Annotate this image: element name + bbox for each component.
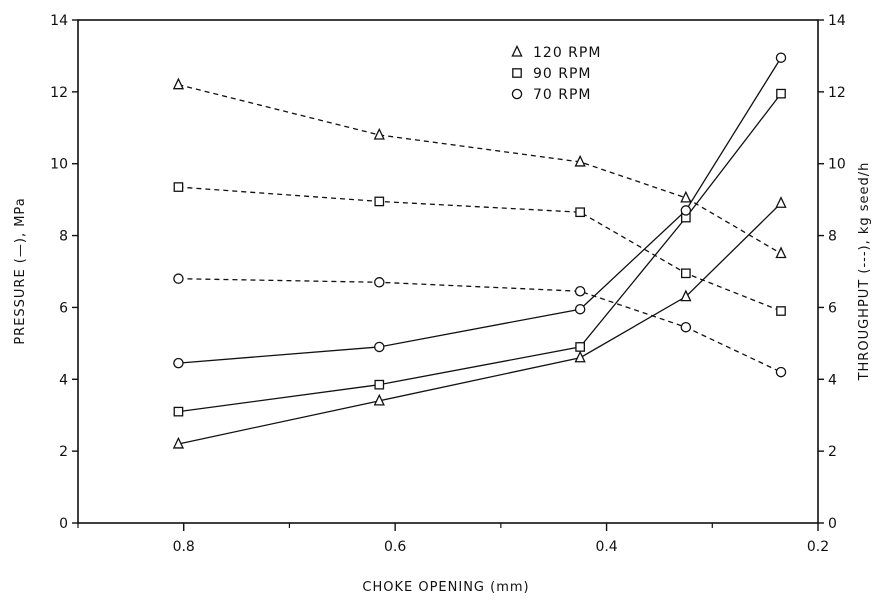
plot-border	[77, 19, 819, 524]
square-marker	[173, 182, 184, 192]
square-marker	[374, 379, 385, 390]
y-right-tick-label: 8	[828, 229, 837, 245]
y-right-tick-label: 4	[828, 372, 837, 388]
square-marker	[575, 342, 585, 352]
triangle-marker	[775, 196, 787, 208]
square-marker	[681, 268, 691, 279]
triangle-marker	[574, 350, 586, 363]
series-line	[178, 202, 782, 445]
legend: 120 RPM 90 RPM 70 RPM	[511, 44, 601, 103]
square-marker	[575, 207, 585, 218]
y-right-tick-label: 14	[828, 13, 846, 29]
y-left-tick-label: 4	[59, 372, 68, 388]
circle-marker	[173, 273, 184, 284]
y-right-tick-label: 2	[828, 444, 837, 460]
triangle-marker	[574, 154, 586, 167]
series-throughput-triangle	[172, 77, 787, 259]
y-right-tick-label: 6	[828, 300, 837, 316]
x-tick-label: 0.4	[595, 539, 617, 555]
triangle-marker	[775, 246, 787, 259]
circle-marker	[574, 303, 586, 315]
y-left-tick-label: 6	[59, 300, 68, 316]
plot-frame	[77, 19, 819, 524]
series-pressure-triangle	[172, 196, 787, 449]
series-line	[178, 93, 782, 413]
circle-marker	[374, 277, 385, 288]
series-line	[178, 84, 782, 255]
x-tick-label: 0.2	[807, 539, 829, 555]
circle-marker	[574, 286, 586, 297]
triangle-marker	[511, 44, 523, 57]
x-tick-label: 0.8	[173, 539, 195, 555]
y-axis-right-title: THROUGHPUT (---), kg seed/h	[857, 162, 872, 382]
circle-marker	[680, 321, 692, 333]
square-marker	[374, 196, 385, 207]
y-left-tick-label: 14	[50, 13, 68, 29]
x-axis-title: CHOKE OPENING (mm)	[362, 580, 529, 595]
circle-marker	[173, 357, 184, 369]
triangle-marker	[373, 393, 385, 406]
square-marker	[512, 68, 522, 78]
circle-marker	[775, 52, 787, 63]
y-left-tick-label: 0	[59, 516, 68, 532]
legend-label: 70 RPM	[533, 87, 592, 103]
circle-marker	[680, 205, 692, 216]
y-left-tick-label: 10	[50, 157, 68, 173]
series-pressure-square	[173, 88, 786, 417]
triangle-marker	[172, 436, 185, 449]
series-pressure-circle	[173, 52, 787, 369]
legend-label: 120 RPM	[533, 45, 601, 61]
x-tick-label: 0.6	[384, 539, 406, 555]
circle-marker	[511, 88, 523, 100]
series-throughput-square	[173, 182, 786, 316]
y-left-tick-label: 2	[59, 444, 68, 460]
series-line	[178, 186, 782, 312]
y-right-tick-label: 10	[828, 157, 846, 173]
circle-marker	[374, 341, 385, 353]
y-axis-left-title: PRESSURE (—), MPa	[13, 197, 28, 344]
triangle-marker	[373, 127, 385, 140]
triangle-marker	[172, 77, 185, 90]
y-left-tick-label: 8	[59, 229, 68, 245]
axis-ticks: 0 0 2 2 4 4 6 6 8 8 10 10 12 12 14 14 0.8 0.6 0.4 0.2	[50, 13, 846, 555]
square-marker	[173, 406, 184, 417]
series-layer	[172, 52, 787, 449]
triangle-marker	[680, 289, 692, 302]
y-left-tick-label: 12	[50, 85, 68, 101]
triangle-marker	[680, 190, 692, 203]
square-marker	[776, 88, 786, 99]
circle-marker	[775, 366, 787, 378]
y-right-tick-label: 0	[828, 516, 837, 532]
legend-label: 90 RPM	[533, 66, 592, 82]
y-right-tick-label: 12	[828, 85, 846, 101]
series-throughput-circle	[173, 273, 787, 378]
square-marker	[776, 306, 786, 316]
